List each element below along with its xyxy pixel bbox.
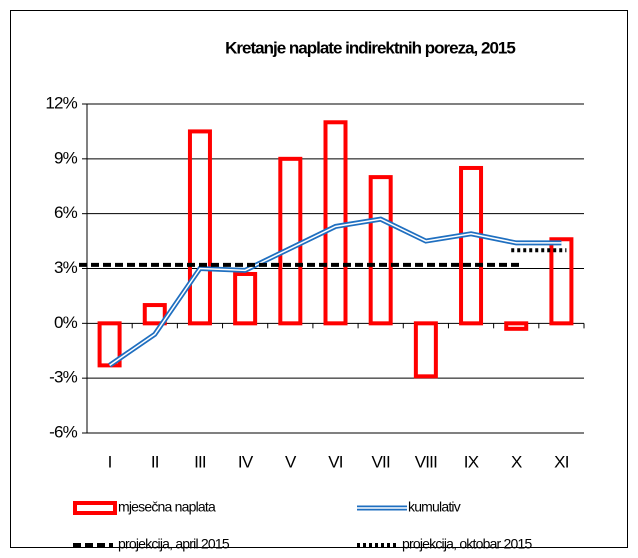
legend-label: projekcija, oktobar 2015: [402, 536, 532, 552]
frame: [10, 10, 628, 548]
y-tick-label: 6%: [54, 203, 78, 222]
bar: [459, 165, 484, 326]
y-tick-label: -6%: [49, 422, 78, 441]
x-tick-label: II: [151, 452, 159, 471]
y-tick-label: -3%: [49, 368, 78, 387]
bar: [233, 271, 258, 326]
y-tick-label: 0%: [54, 313, 78, 332]
y-tick-label: 12%: [45, 93, 77, 112]
bar: [368, 175, 393, 326]
x-tick-label: XI: [554, 452, 569, 471]
y-tick-label: 9%: [54, 148, 78, 167]
bar: [278, 156, 303, 326]
line-series: [108, 216, 562, 368]
x-tick-label: VI: [328, 452, 343, 471]
x-tick-label: VII: [371, 452, 389, 471]
bar: [142, 303, 167, 326]
x-tick-label: VIII: [415, 452, 437, 471]
legend-label: kumulativ: [408, 499, 461, 515]
bar: [187, 129, 212, 326]
y-tick-label: 3%: [54, 258, 78, 277]
legend-label: mjesečna naplata: [118, 499, 216, 515]
x-tick-label: IV: [238, 452, 254, 471]
x-tick-label: V: [285, 452, 297, 471]
legend-swatch: [73, 501, 117, 515]
x-tick-label: I: [108, 452, 112, 471]
bar: [549, 237, 574, 326]
legend-label: projekcija, april 2015: [118, 536, 230, 552]
x-tick-label: X: [511, 452, 522, 471]
line-series-inner: [109, 218, 562, 366]
x-tick-label: IX: [464, 452, 479, 471]
bar: [504, 321, 529, 331]
chart-title: Kretanje naplate indirektnih poreza, 201…: [225, 38, 515, 57]
x-tick-label: III: [194, 452, 206, 471]
bar: [413, 321, 438, 379]
